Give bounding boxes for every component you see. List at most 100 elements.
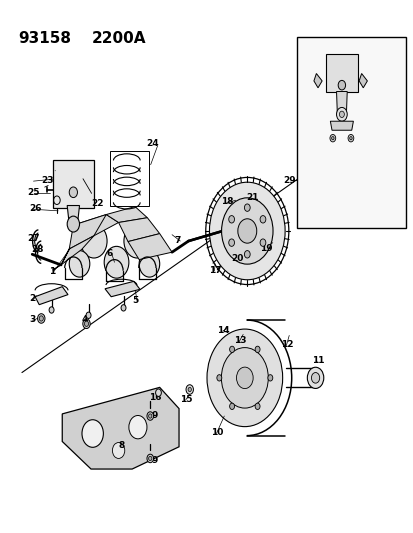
Text: 29: 29: [282, 176, 295, 185]
Text: 17: 17: [209, 266, 221, 275]
Text: 13: 13: [233, 336, 246, 345]
Circle shape: [147, 454, 153, 463]
Text: 26: 26: [29, 204, 42, 213]
Bar: [296, 37, 405, 228]
Circle shape: [155, 389, 161, 397]
Circle shape: [69, 251, 90, 277]
Polygon shape: [313, 74, 321, 88]
Polygon shape: [330, 121, 353, 130]
Circle shape: [221, 198, 272, 264]
Circle shape: [254, 346, 259, 352]
Circle shape: [229, 403, 234, 409]
Circle shape: [69, 187, 77, 198]
Polygon shape: [358, 74, 366, 88]
Circle shape: [139, 251, 159, 277]
Circle shape: [82, 419, 103, 447]
Text: 14: 14: [217, 326, 229, 335]
Circle shape: [39, 316, 43, 321]
Circle shape: [86, 312, 91, 318]
Circle shape: [349, 136, 351, 140]
Text: 16: 16: [148, 393, 161, 402]
Circle shape: [306, 367, 323, 389]
Polygon shape: [62, 387, 178, 469]
Text: 9: 9: [151, 410, 157, 419]
Polygon shape: [128, 233, 172, 260]
Circle shape: [216, 375, 221, 381]
Circle shape: [206, 329, 282, 426]
Text: 2: 2: [29, 294, 36, 303]
Text: 7: 7: [174, 236, 180, 245]
Circle shape: [228, 239, 234, 246]
Text: 12: 12: [280, 340, 293, 349]
Circle shape: [254, 403, 259, 409]
Text: 21: 21: [245, 193, 258, 202]
Circle shape: [49, 307, 54, 313]
Text: 25: 25: [27, 185, 48, 197]
Circle shape: [67, 216, 79, 232]
Circle shape: [121, 305, 126, 311]
Circle shape: [83, 319, 90, 328]
Text: 27: 27: [27, 234, 39, 243]
Text: 3: 3: [29, 315, 36, 324]
Circle shape: [81, 224, 107, 258]
Polygon shape: [61, 236, 94, 265]
Circle shape: [185, 385, 193, 394]
Circle shape: [339, 111, 344, 117]
Text: 23: 23: [42, 171, 55, 185]
Text: 8: 8: [118, 441, 125, 450]
Polygon shape: [106, 207, 147, 222]
Text: 10: 10: [211, 428, 223, 437]
Circle shape: [148, 414, 152, 418]
Circle shape: [237, 219, 256, 243]
Polygon shape: [73, 215, 118, 236]
Circle shape: [331, 136, 333, 140]
Text: 22: 22: [83, 179, 103, 207]
Circle shape: [347, 134, 353, 142]
Polygon shape: [67, 206, 79, 224]
Polygon shape: [105, 281, 140, 297]
Circle shape: [209, 182, 285, 280]
Circle shape: [259, 216, 265, 223]
Text: 93158: 93158: [18, 30, 71, 45]
Text: 20: 20: [230, 254, 243, 263]
Circle shape: [228, 216, 234, 223]
Circle shape: [311, 373, 319, 383]
Circle shape: [148, 456, 152, 461]
Text: 5: 5: [132, 296, 138, 304]
Circle shape: [84, 321, 88, 326]
Polygon shape: [35, 287, 68, 305]
Text: 15: 15: [180, 395, 192, 403]
Circle shape: [112, 442, 124, 458]
Circle shape: [244, 204, 249, 212]
Text: 2200A: 2200A: [92, 30, 146, 45]
Circle shape: [336, 108, 347, 121]
Circle shape: [147, 412, 153, 420]
Text: 4: 4: [81, 315, 88, 324]
Text: 18: 18: [221, 197, 233, 206]
Circle shape: [229, 346, 234, 352]
Circle shape: [104, 246, 128, 278]
Circle shape: [221, 348, 268, 408]
Polygon shape: [69, 215, 106, 249]
Circle shape: [259, 239, 265, 246]
Circle shape: [128, 416, 147, 439]
Polygon shape: [53, 249, 69, 270]
Text: 24: 24: [146, 139, 159, 148]
Circle shape: [38, 314, 45, 323]
Text: 28: 28: [31, 245, 43, 254]
Text: 11: 11: [311, 356, 323, 365]
Polygon shape: [336, 92, 347, 114]
Circle shape: [337, 80, 345, 90]
Polygon shape: [118, 217, 159, 241]
Circle shape: [244, 251, 249, 258]
Text: 1: 1: [49, 268, 55, 277]
Text: 6: 6: [106, 249, 112, 258]
Circle shape: [267, 375, 272, 381]
Polygon shape: [325, 54, 357, 92]
Text: 9: 9: [151, 456, 157, 465]
Text: 19: 19: [259, 244, 272, 253]
Circle shape: [329, 134, 335, 142]
Circle shape: [123, 224, 150, 258]
Circle shape: [188, 387, 191, 392]
Polygon shape: [53, 160, 94, 208]
